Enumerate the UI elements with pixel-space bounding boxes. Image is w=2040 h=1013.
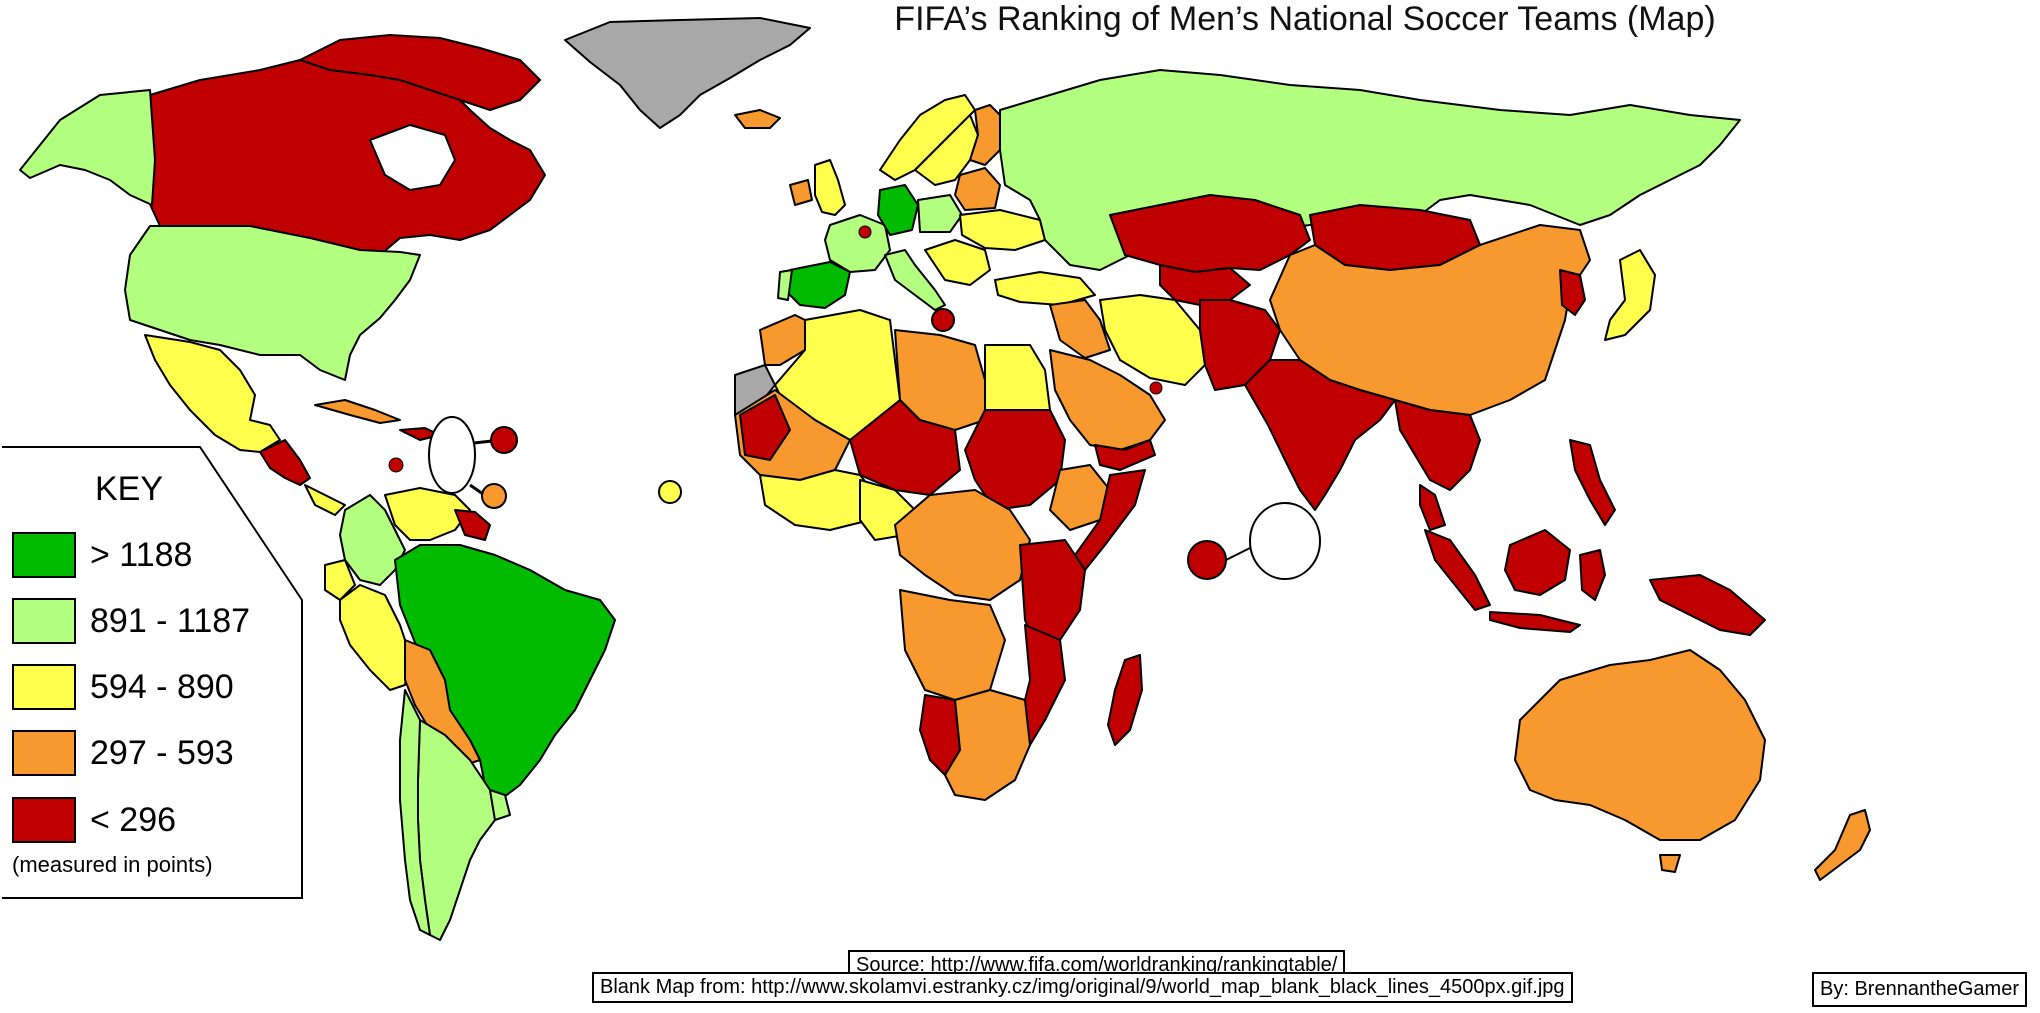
- ireland: [789, 179, 813, 206]
- legend-item-1: > 1188: [12, 531, 192, 579]
- caribbean-islands-callout: [428, 416, 476, 494]
- legend-item-5: < 296: [12, 796, 176, 844]
- borneo: [1504, 529, 1571, 596]
- turkey: [994, 271, 1096, 306]
- costa-rica-panama: [304, 484, 346, 516]
- philippines: [1569, 439, 1616, 526]
- madagascar: [1107, 654, 1143, 746]
- blank-map-credit: Blank Map from: http://www.skolamvi.estr…: [592, 972, 1573, 1003]
- legend-swatch-4: [12, 730, 76, 776]
- legend-label-2: 891 - 1187: [90, 601, 251, 640]
- legend-swatch-1: [12, 532, 76, 578]
- japan: [1604, 249, 1656, 341]
- legend-item-3: 594 - 890: [12, 663, 234, 711]
- yemen: [1094, 439, 1156, 471]
- iceland: [734, 109, 781, 129]
- cuba: [314, 399, 401, 424]
- legend-label-4: 297 - 593: [90, 733, 234, 772]
- ecuador: [324, 559, 356, 601]
- alaska: [19, 89, 156, 206]
- greenland: [564, 17, 811, 129]
- southeast-asia: [1394, 399, 1481, 491]
- egypt: [984, 344, 1051, 416]
- germany: [877, 184, 919, 236]
- somalia: [1074, 469, 1146, 571]
- korea: [1559, 269, 1586, 316]
- sumatra: [1424, 529, 1491, 611]
- legend-note: (measured in points): [12, 852, 213, 877]
- tasmania: [1659, 854, 1681, 873]
- poland: [917, 194, 963, 233]
- sudan: [964, 409, 1066, 511]
- legend-swatch-5: [12, 797, 76, 843]
- mauritania: [739, 394, 791, 461]
- marker-luxembourg: [858, 225, 872, 239]
- author-credit: By: BrennantheGamer: [1812, 972, 2027, 1007]
- mexico: [144, 334, 281, 453]
- java: [1489, 611, 1581, 633]
- central-africa: [894, 489, 1031, 601]
- legend-label-3: 594 - 890: [90, 667, 234, 706]
- central-america: [259, 439, 311, 486]
- papua-new-guinea: [1649, 574, 1766, 636]
- canada-hudson: [369, 124, 456, 191]
- southern-africa: [944, 689, 1031, 801]
- chile: [399, 689, 431, 936]
- legend-label-1: > 1188: [90, 535, 193, 574]
- legend-frame: [2, 446, 303, 899]
- callout-line-2: [469, 483, 484, 496]
- iran: [1099, 294, 1206, 386]
- angola-congo: [899, 589, 1006, 701]
- iraq-syria: [1049, 299, 1111, 359]
- venezuela: [384, 487, 471, 541]
- marker-caribbean-red: [490, 426, 518, 454]
- australia: [1514, 649, 1766, 841]
- legend-item-2: 891 - 1187: [12, 597, 250, 645]
- belarus-baltics: [954, 167, 1001, 211]
- italy: [884, 249, 946, 311]
- ukraine: [959, 209, 1046, 251]
- map-title: FIFA’s Ranking of Men’s National Soccer …: [894, 0, 1716, 38]
- callout-line-1: [473, 439, 493, 445]
- legend-item-4: 297 - 593: [12, 729, 234, 777]
- canada-islands: [299, 34, 541, 111]
- india: [1244, 359, 1396, 511]
- colombia: [339, 494, 406, 586]
- legend-heading: KEY: [95, 470, 164, 508]
- marker-cape-verde: [658, 480, 682, 504]
- marker-malta: [931, 308, 955, 332]
- peru: [339, 584, 411, 691]
- uruguay: [489, 789, 511, 821]
- balkans: [924, 239, 991, 286]
- marker-maldives: [1187, 540, 1227, 580]
- legend: [0, 445, 304, 900]
- mozambique: [1019, 624, 1066, 746]
- legend-swatch-3: [12, 664, 76, 710]
- legend-label-5: < 296: [90, 800, 177, 839]
- new-zealand: [1814, 809, 1871, 881]
- guyana: [454, 509, 491, 541]
- spain: [784, 261, 851, 309]
- legend-swatch-2: [12, 598, 76, 644]
- maldives-callout: [1249, 502, 1321, 580]
- niger-chad: [849, 399, 961, 496]
- malay-peninsula: [1419, 484, 1446, 531]
- finland: [969, 104, 1006, 166]
- uk: [814, 159, 846, 216]
- portugal: [777, 269, 793, 301]
- sulawesi: [1579, 549, 1606, 601]
- callout-line-maldives: [1225, 547, 1251, 561]
- marker-caribbean-orange: [481, 483, 507, 509]
- usa: [124, 225, 421, 381]
- france: [824, 214, 891, 273]
- marker-qatar: [1149, 381, 1163, 395]
- marker-puerto-rico: [388, 457, 404, 473]
